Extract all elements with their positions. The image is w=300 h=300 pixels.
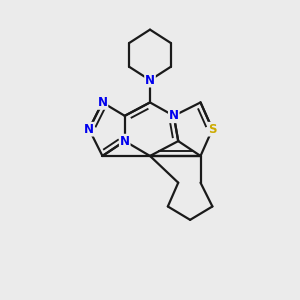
Text: N: N (84, 123, 94, 136)
Text: N: N (98, 96, 107, 109)
Text: S: S (208, 123, 217, 136)
Text: N: N (145, 74, 155, 87)
Text: N: N (169, 109, 179, 122)
Text: N: N (120, 135, 130, 148)
